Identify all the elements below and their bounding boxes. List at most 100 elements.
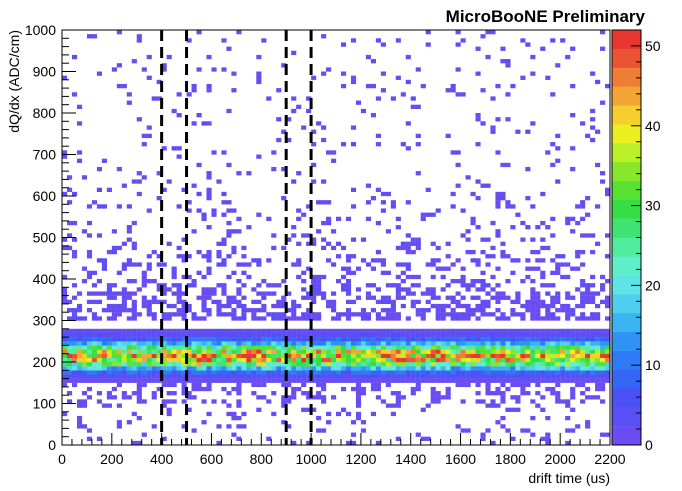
heatmap-cell: [71, 337, 78, 342]
heatmap-cell: [301, 287, 307, 292]
heatmap-cell: [360, 428, 367, 433]
heatmap-cell: [530, 432, 536, 437]
heatmap-cell: [181, 366, 187, 371]
heatmap-cell: [430, 332, 436, 338]
heatmap-cell: [570, 407, 576, 412]
heatmap-cell: [171, 370, 177, 375]
heatmap-cell: [390, 353, 396, 358]
heatmap-cell: [96, 316, 102, 321]
heatmap-cell: [395, 225, 401, 230]
heatmap-cell: [191, 121, 197, 126]
heatmap-cell: [211, 328, 217, 334]
heatmap-cell: [600, 432, 606, 437]
heatmap-cell: [201, 366, 207, 371]
heatmap-cell: [600, 399, 606, 404]
heatmap-cell: [520, 374, 526, 379]
heatmap-cell: [550, 92, 556, 97]
heatmap-cell: [560, 366, 566, 371]
colorbar-segment: [612, 350, 641, 370]
heatmap-cell: [530, 362, 536, 367]
heatmap-cell: [410, 357, 416, 363]
heatmap-cell: [485, 291, 491, 296]
heatmap-cell: [490, 399, 496, 404]
heatmap-cell: [555, 366, 561, 371]
heatmap-cell: [475, 353, 481, 358]
heatmap-cell: [350, 332, 357, 338]
heatmap-cell: [211, 208, 217, 213]
heatmap-cell: [136, 328, 142, 334]
heatmap-cell: [405, 362, 411, 367]
heatmap-cell: [241, 332, 247, 338]
heatmap-cell: [355, 411, 362, 417]
heatmap-cell: [485, 337, 491, 342]
heatmap-cell: [370, 83, 376, 89]
heatmap-cell: [505, 345, 511, 350]
heatmap-cell: [460, 341, 466, 346]
heatmap-cell: [345, 216, 352, 222]
heatmap-cell: [605, 191, 611, 197]
heatmap-cell: [415, 345, 421, 350]
heatmap-cell: [475, 295, 481, 300]
heatmap-cell: [440, 303, 446, 309]
heatmap-cell: [166, 303, 172, 309]
heatmap-cell: [166, 241, 172, 246]
heatmap-cell: [71, 366, 78, 371]
heatmap-cell: [520, 316, 526, 321]
heatmap-cell: [535, 332, 541, 338]
heatmap-cell: [540, 191, 546, 197]
heatmap-cell: [505, 200, 511, 205]
heatmap-cell: [136, 117, 142, 122]
heatmap-cell: [460, 382, 466, 388]
heatmap-cell: [201, 121, 207, 126]
heatmap-cell: [450, 332, 456, 338]
heatmap-cell: [121, 303, 127, 309]
heatmap-cell: [400, 287, 406, 292]
heatmap-cell: [405, 345, 411, 350]
heatmap-cell: [600, 382, 606, 388]
heatmap-cell: [500, 399, 506, 404]
heatmap-cell: [380, 399, 386, 404]
heatmap-cell: [136, 370, 142, 375]
heatmap-cell: [331, 337, 337, 342]
heatmap-cell: [156, 366, 162, 371]
heatmap-cell: [326, 374, 332, 379]
heatmap-cell: [111, 341, 117, 346]
heatmap-cell: [201, 420, 207, 425]
heatmap-cell: [500, 357, 506, 363]
heatmap-cell: [116, 30, 122, 35]
heatmap-cell: [131, 366, 137, 371]
heatmap-cell: [385, 353, 391, 358]
heatmap-cell: [266, 291, 272, 296]
heatmap-cell: [345, 378, 352, 383]
heatmap-cell: [246, 345, 252, 350]
heatmap-cell: [445, 312, 451, 317]
heatmap-cell: [236, 415, 242, 421]
heatmap-cell: [91, 34, 98, 39]
heatmap-cell: [126, 229, 132, 234]
heatmap-cell: [405, 316, 411, 321]
heatmap-cell: [570, 166, 576, 172]
heatmap-cell: [62, 378, 68, 383]
heatmap-cell: [600, 274, 606, 280]
heatmap-cell: [81, 403, 88, 408]
heatmap-cell: [206, 378, 212, 383]
heatmap-cell: [141, 353, 147, 358]
heatmap-cell: [460, 362, 466, 367]
heatmap-cell: [176, 113, 182, 118]
heatmap-cell: [246, 262, 252, 267]
heatmap-cell: [266, 374, 272, 379]
heatmap-cell: [485, 345, 491, 350]
heatmap-cell: [196, 386, 202, 392]
heatmap-cell: [96, 233, 102, 238]
heatmap-cell: [251, 366, 257, 371]
heatmap-cell: [256, 79, 262, 85]
heatmap-cell: [545, 337, 551, 342]
heatmap-cell: [111, 303, 117, 309]
heatmap-cell: [286, 382, 292, 388]
heatmap-cell: [286, 366, 292, 371]
heatmap-cell: [495, 341, 501, 346]
heatmap-cell: [86, 34, 93, 39]
heatmap-cell: [276, 366, 282, 371]
